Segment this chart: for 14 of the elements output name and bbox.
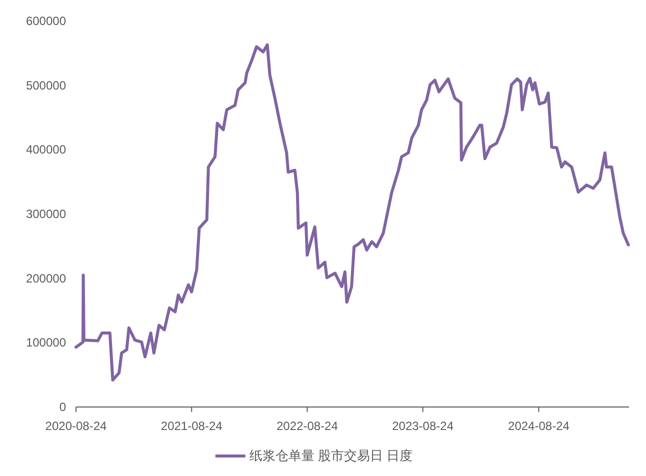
x-tick-label: 2023-08-24 [392, 419, 454, 433]
x-tick-label: 2022-08-24 [276, 419, 338, 433]
y-tick-label: 600000 [26, 14, 66, 28]
line-series [74, 43, 630, 382]
y-tick-label: 200000 [26, 271, 66, 286]
y-tick-label: 300000 [26, 207, 66, 221]
y-tick-label: 0 [59, 400, 66, 414]
x-tick-label: 2024-08-24 [508, 419, 570, 433]
x-tick-label: 2021-08-24 [160, 419, 223, 433]
y-tick-label: 500000 [26, 78, 66, 92]
x-tick-label: 2020-08-24 [45, 419, 108, 433]
legend-label: 纸浆仓单量 股市交易日 日度 [249, 448, 413, 463]
y-tick-label: 100000 [26, 336, 66, 350]
y-tick-label: 400000 [26, 142, 66, 157]
